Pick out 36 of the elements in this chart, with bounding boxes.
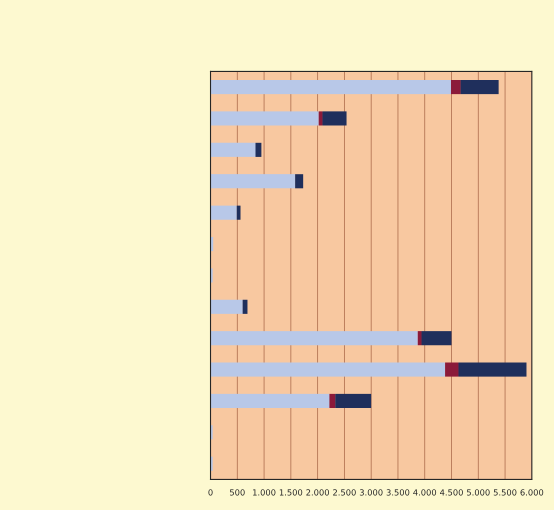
bar [210,174,296,188]
bar [210,331,418,346]
x-tick-label: 2.500 [333,489,356,496]
bar [256,142,262,157]
bar [445,362,458,377]
bar [210,206,237,220]
bar [210,300,243,314]
bar [458,362,526,377]
bar [322,111,347,126]
bar [422,331,452,346]
x-tick-label: 6.000 [520,489,544,496]
bar [210,394,330,408]
bar [210,80,451,94]
bar [210,111,319,126]
x-tick-label: 1.500 [280,489,302,496]
bar [210,142,256,157]
x-tick-label: 2.000 [306,489,329,496]
x-tick-label: 3.500 [386,489,410,496]
x-tick-label: 500 [230,489,245,496]
x-tick-label: 4.500 [440,489,463,496]
bar [460,80,499,94]
bar [242,300,248,314]
x-tick-label: 5.500 [494,489,516,496]
bar [418,331,422,346]
x-tick-label: 0 [208,489,213,496]
bar [335,394,372,408]
bar [318,111,322,126]
bar [450,80,461,94]
x-tick-label: 4.000 [413,489,436,496]
bar [236,206,241,220]
x-tick-label: 5.000 [467,489,490,496]
bar [210,362,446,377]
bar [329,394,336,408]
x-tick-label: 3.000 [360,489,383,496]
x-tick-label: 1.000 [253,489,276,496]
bar [295,174,304,188]
